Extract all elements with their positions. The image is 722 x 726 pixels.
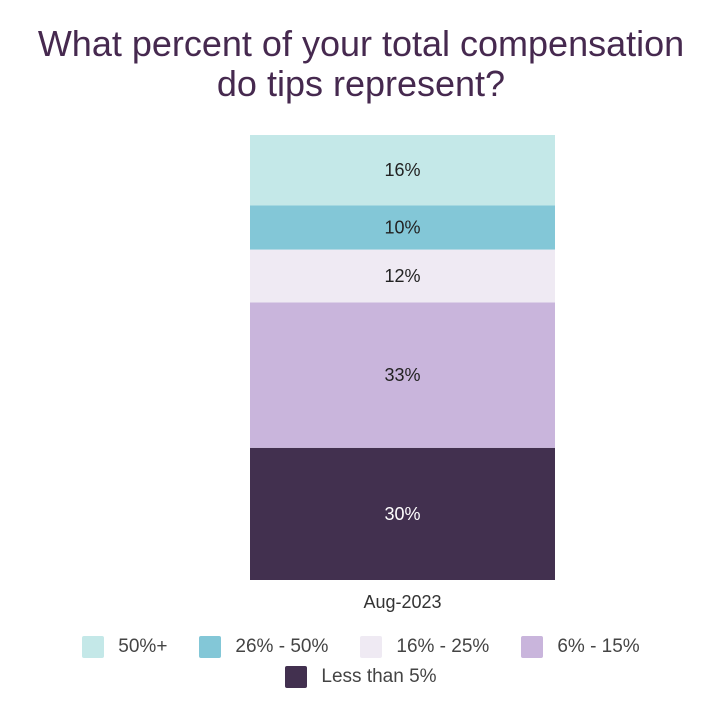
legend-item: 50%+ bbox=[82, 636, 167, 658]
legend-swatch bbox=[360, 636, 383, 658]
chart-plot-area: 30% 33% 12% 10% 16% bbox=[250, 135, 555, 580]
legend-item: 16% - 25% bbox=[360, 636, 489, 658]
bar-segment-3 bbox=[250, 205, 555, 250]
legend-row: 50%+ 26% - 50% 16% - 25% 6% - 15% bbox=[0, 636, 722, 658]
chart-title-line-2: do tips represent? bbox=[216, 63, 506, 104]
data-label-2: 12% bbox=[384, 266, 420, 286]
legend-item: 26% - 50% bbox=[199, 636, 328, 658]
legend-label: 6% - 15% bbox=[557, 636, 640, 657]
data-label-1: 33% bbox=[384, 365, 420, 385]
legend-swatch bbox=[285, 666, 308, 688]
bar-segment-2 bbox=[250, 249, 555, 303]
chart-title: What percent of your total compensation … bbox=[0, 24, 722, 104]
legend-item: 6% - 15% bbox=[521, 636, 640, 658]
legend-swatch bbox=[199, 636, 222, 658]
data-label-4: 16% bbox=[384, 160, 420, 180]
legend-item: Less than 5% bbox=[285, 666, 437, 688]
bar-segment-1 bbox=[250, 302, 555, 448]
legend-swatch bbox=[521, 636, 544, 658]
legend-label: 26% - 50% bbox=[235, 636, 329, 657]
bar-segment-4 bbox=[250, 135, 555, 206]
legend-label: 16% - 25% bbox=[396, 636, 490, 657]
data-label-3: 10% bbox=[384, 218, 420, 238]
bar-segment-0 bbox=[250, 447, 555, 580]
legend-swatch bbox=[82, 636, 105, 658]
legend-label: 50%+ bbox=[118, 636, 168, 657]
legend-row: Less than 5% bbox=[0, 666, 722, 688]
legend-label: Less than 5% bbox=[321, 666, 437, 687]
chart-title-line-1: What percent of your total compensation bbox=[37, 23, 685, 64]
data-label-0: 30% bbox=[384, 504, 420, 524]
chart-legend: 50%+ 26% - 50% 16% - 25% 6% - 15% Less than … bbox=[0, 636, 722, 696]
x-tick-label: Aug-2023 bbox=[363, 592, 442, 612]
